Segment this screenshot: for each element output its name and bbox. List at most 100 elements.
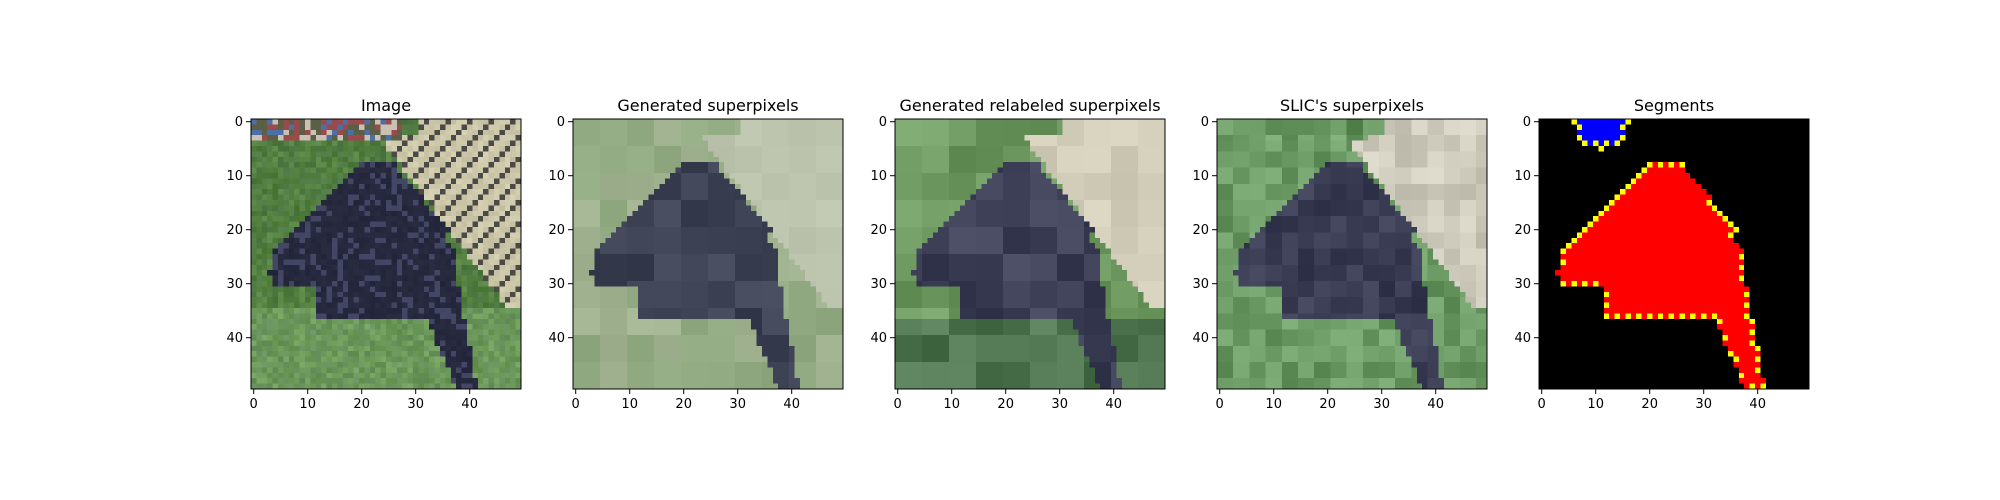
heatmap-cell — [772, 313, 779, 320]
heatmap-cell — [326, 383, 333, 390]
heatmap-cell — [616, 167, 623, 174]
heatmap-cell — [648, 383, 655, 390]
heatmap-cell — [821, 367, 828, 374]
heatmap-cell — [472, 183, 479, 190]
heatmap-cell — [594, 286, 601, 293]
heatmap-cell — [616, 345, 623, 352]
heatmap-cell — [294, 362, 301, 368]
heatmap-cell — [605, 286, 612, 293]
heatmap-cell — [664, 281, 671, 287]
heatmap-cell — [283, 237, 290, 244]
heatmap-cell — [799, 178, 806, 185]
heatmap-cell — [745, 151, 752, 158]
heatmap-cell — [772, 318, 779, 325]
heatmap-cell — [621, 275, 628, 282]
heatmap-cell — [632, 254, 639, 260]
heatmap-cell — [456, 210, 463, 217]
heatmap-cell — [729, 259, 736, 266]
heatmap-cell — [445, 216, 452, 223]
heatmap-cell — [510, 151, 517, 158]
heatmap-cell — [472, 313, 479, 320]
heatmap-cell — [445, 119, 452, 125]
heatmap-cell — [283, 243, 290, 250]
heatmap-cell — [637, 205, 644, 212]
heatmap-cell — [713, 324, 720, 331]
heatmap-cell — [488, 221, 495, 228]
heatmap-cell — [643, 281, 650, 287]
heatmap-cell — [789, 140, 795, 147]
heatmap-cell — [440, 302, 446, 309]
heatmap-cell — [826, 227, 833, 233]
heatmap-cell — [594, 281, 601, 287]
heatmap-cell — [450, 151, 457, 158]
heatmap-cell — [578, 237, 585, 244]
heatmap-cell — [456, 383, 463, 390]
heatmap-cell — [772, 119, 779, 125]
heatmap-cell — [272, 351, 279, 358]
heatmap-cell — [767, 140, 774, 147]
heatmap-cell — [583, 162, 590, 169]
heatmap-cell — [583, 264, 590, 271]
heatmap-cell — [745, 318, 752, 325]
heatmap-cell — [643, 221, 650, 228]
heatmap-cell — [337, 275, 344, 282]
heatmap-cell — [578, 291, 585, 298]
heatmap-cell — [621, 248, 628, 255]
heatmap-cell — [637, 237, 644, 244]
heatmap-cell — [305, 286, 311, 293]
heatmap-cell — [675, 297, 682, 304]
heatmap-cell — [467, 324, 473, 331]
heatmap-cell — [756, 367, 763, 374]
heatmap-cell — [675, 259, 682, 266]
heatmap-cell — [294, 119, 301, 125]
heatmap-cell — [583, 362, 590, 368]
heatmap-cell — [767, 216, 774, 223]
heatmap-cell — [713, 362, 720, 368]
heatmap-cell — [375, 270, 382, 277]
heatmap-cell — [353, 173, 360, 179]
heatmap-cell — [386, 264, 392, 271]
heatmap-cell — [772, 275, 779, 282]
heatmap-cell — [380, 383, 387, 390]
heatmap-cell — [375, 205, 382, 212]
heatmap-cell — [283, 124, 290, 131]
heatmap-cell — [627, 275, 633, 282]
heatmap-cell — [326, 329, 333, 336]
heatmap-cell — [461, 237, 468, 244]
heatmap-cell — [578, 254, 585, 260]
heatmap-cell — [369, 270, 376, 277]
heatmap-cell — [467, 281, 473, 287]
heatmap-cell — [799, 183, 806, 190]
heatmap-cell — [751, 378, 758, 385]
heatmap-cell — [708, 129, 714, 136]
heatmap-cell — [670, 302, 677, 309]
heatmap-cell — [456, 318, 463, 325]
heatmap-cell — [418, 178, 425, 185]
heatmap-cell — [396, 291, 403, 298]
heatmap-cell — [718, 216, 725, 223]
heatmap-cell — [353, 340, 360, 347]
heatmap-cell — [686, 302, 693, 309]
heatmap-cell — [632, 167, 639, 174]
heatmap-cell — [251, 275, 257, 282]
heatmap-cell — [610, 313, 617, 320]
heatmap-cell — [310, 313, 317, 320]
heatmap-cell — [488, 324, 495, 331]
heatmap-cell — [729, 362, 736, 368]
heatmap-cell — [461, 221, 468, 228]
heatmap-cell — [616, 194, 623, 201]
heatmap-cell — [418, 367, 425, 374]
heatmap-cell — [483, 146, 490, 152]
heatmap-cell — [751, 162, 758, 169]
heatmap-cell — [627, 302, 633, 309]
heatmap-cell — [251, 129, 257, 136]
heatmap-cell — [310, 372, 317, 379]
heatmap-cell — [702, 151, 709, 158]
heatmap-cell — [396, 297, 403, 304]
heatmap-cell — [283, 291, 290, 298]
heatmap-cell — [578, 335, 585, 341]
heatmap-cell — [413, 200, 419, 206]
heatmap-cell — [751, 205, 758, 212]
heatmap-cell — [648, 248, 655, 255]
heatmap-cell — [654, 297, 660, 304]
